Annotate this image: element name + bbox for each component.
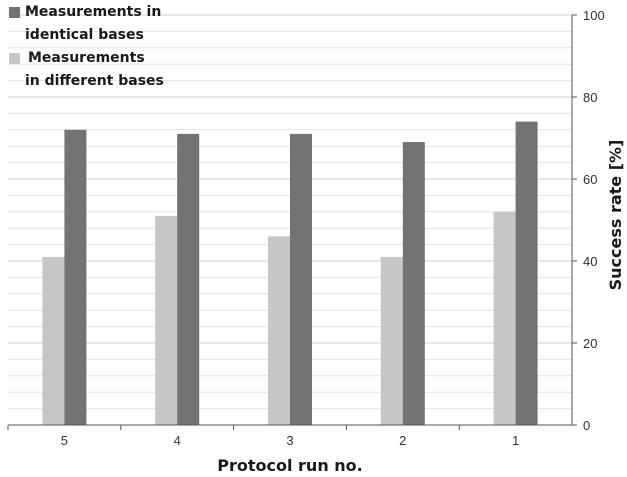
legend-label: Measurements bbox=[28, 50, 145, 66]
y-tick-label: 40 bbox=[583, 254, 597, 269]
legend: Measurements in identical bases Measuremen… bbox=[9, 4, 164, 89]
x-tick-label: 3 bbox=[286, 433, 293, 448]
y-tick-label: 100 bbox=[583, 8, 605, 23]
bar-identical-bases bbox=[515, 121, 538, 425]
x-tick-label: 1 bbox=[512, 433, 519, 448]
bar-identical-bases bbox=[402, 142, 425, 425]
bar-different-bases bbox=[380, 256, 403, 425]
x-tick-label: 2 bbox=[399, 433, 406, 448]
x-axis-title: Protocol run no. bbox=[217, 456, 362, 475]
bar-identical-bases bbox=[177, 133, 200, 425]
legend-swatch bbox=[9, 7, 20, 18]
legend-label: identical bases bbox=[25, 27, 144, 43]
bars-group bbox=[42, 121, 538, 426]
y-tick-label: 60 bbox=[583, 172, 597, 187]
legend-swatch bbox=[9, 53, 20, 64]
bar-identical-bases bbox=[290, 133, 312, 425]
y-ticks: 0 20 40 60 80 100 bbox=[572, 8, 605, 433]
bar-identical-bases bbox=[64, 129, 87, 426]
x-tick-label: 4 bbox=[174, 433, 181, 448]
x-ticks: 5 4 3 2 1 bbox=[7, 425, 519, 448]
y-axis-title: Success rate [%] bbox=[606, 140, 625, 291]
bar-different-bases bbox=[268, 236, 290, 425]
bar-different-bases bbox=[493, 211, 516, 425]
x-tick-label: 5 bbox=[61, 433, 68, 448]
y-tick-label: 20 bbox=[583, 336, 597, 351]
bar-different-bases bbox=[42, 256, 65, 425]
legend-label: Measurements in bbox=[25, 4, 161, 20]
y-tick-label: 0 bbox=[583, 418, 590, 433]
y-tick-label: 80 bbox=[583, 90, 597, 105]
legend-label: in different bases bbox=[25, 73, 164, 89]
bar-different-bases bbox=[155, 215, 178, 425]
